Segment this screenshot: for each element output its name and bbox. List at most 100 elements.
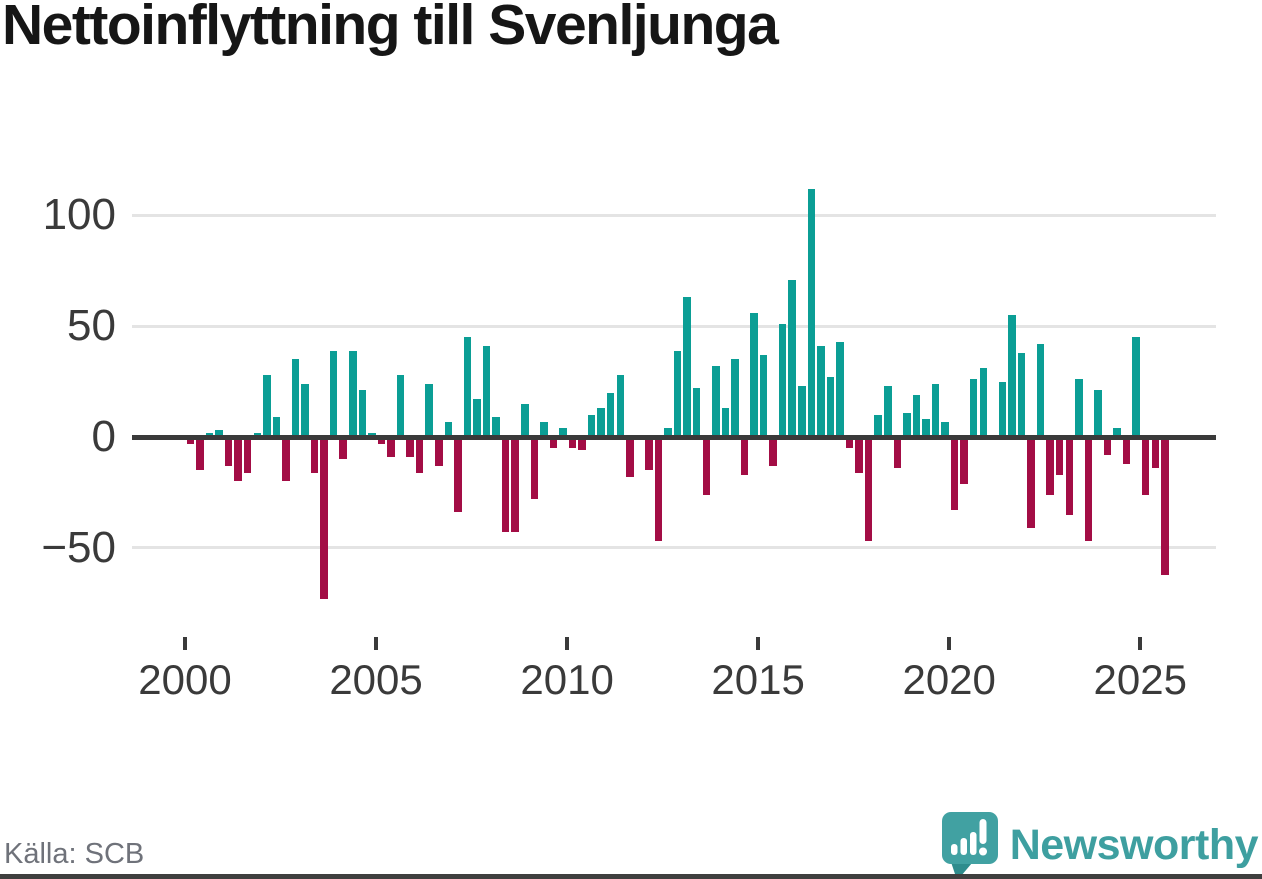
- y-tick-label: 0: [91, 412, 116, 461]
- bar-negative: [549, 437, 558, 449]
- bar-positive: [358, 390, 367, 437]
- bar-negative: [1046, 437, 1054, 495]
- bar-positive: [922, 419, 930, 437]
- bar-positive: [759, 355, 768, 437]
- gridline: [132, 324, 1216, 328]
- bar-negative: [1055, 437, 1064, 475]
- bar-positive: [664, 428, 672, 437]
- x-tick-mark: [947, 637, 952, 650]
- bar-positive: [559, 428, 567, 437]
- bar-positive: [301, 383, 309, 437]
- bar-positive: [1008, 315, 1016, 437]
- bar-negative: [387, 437, 395, 457]
- bar-negative: [1141, 437, 1150, 495]
- bar-positive: [473, 399, 481, 437]
- newsworthy-brand: Newsworthy: [941, 812, 1259, 878]
- bar-negative: [1065, 437, 1074, 515]
- bar-positive: [616, 374, 625, 437]
- bar-positive: [817, 346, 825, 437]
- bar-positive: [874, 414, 882, 437]
- bar-negative: [406, 437, 414, 457]
- source-label: Källa: SCB: [4, 838, 145, 870]
- x-tick-label: 2020: [902, 656, 996, 703]
- x-tick-mark: [374, 637, 379, 650]
- bar-positive: [912, 394, 921, 437]
- bar-negative: [377, 437, 386, 444]
- bar-negative: [511, 437, 519, 533]
- zero-axis-line: [132, 434, 1216, 440]
- bar-positive: [396, 374, 405, 437]
- bar-positive: [263, 374, 271, 437]
- x-tick-label: 2000: [138, 656, 232, 703]
- bar-positive: [998, 381, 1007, 437]
- bar-positive: [979, 368, 988, 437]
- bar-negative: [654, 437, 663, 542]
- bar-negative: [864, 437, 873, 542]
- bar-positive: [215, 430, 223, 437]
- chart-title: Nettoinflyttning till Svenljunga: [2, 0, 779, 57]
- bar-positive: [521, 403, 529, 437]
- bar-positive: [807, 188, 816, 437]
- bar-positive: [931, 383, 940, 437]
- bar-negative: [435, 437, 443, 466]
- x-tick-label: 2015: [711, 656, 805, 703]
- bar-positive: [1075, 379, 1083, 437]
- bar-negative: [310, 437, 319, 473]
- bar-negative: [578, 437, 586, 451]
- bar-negative: [845, 437, 854, 449]
- bar-positive: [1113, 428, 1121, 437]
- x-tick-label: 2005: [329, 656, 423, 703]
- y-tick-label: −50: [41, 522, 116, 572]
- bar-negative: [339, 437, 347, 460]
- bar-positive: [969, 379, 978, 437]
- bar-negative: [855, 437, 863, 473]
- bar-negative: [740, 437, 749, 475]
- bar-positive: [349, 350, 357, 437]
- bar-negative: [702, 437, 711, 495]
- bar-positive: [778, 323, 787, 437]
- bar-negative: [568, 437, 577, 449]
- bar-positive: [798, 386, 806, 437]
- newsworthy-logo-icon: [941, 812, 998, 878]
- x-tick-mark: [756, 637, 761, 650]
- bar-negative: [224, 437, 233, 466]
- bar-positive: [826, 377, 835, 437]
- bar-positive: [444, 421, 453, 437]
- bar-positive: [673, 350, 682, 437]
- bar-negative: [1103, 437, 1112, 455]
- bar-negative: [1151, 437, 1160, 468]
- bar-negative: [769, 437, 777, 466]
- bar-positive: [272, 417, 281, 437]
- bar-negative: [282, 437, 290, 482]
- bar-negative: [415, 437, 424, 473]
- x-tick-mark: [565, 637, 570, 650]
- bar-negative: [243, 437, 252, 473]
- x-tick-mark: [183, 637, 187, 650]
- bar-positive: [425, 383, 433, 437]
- bar-positive: [1036, 343, 1045, 437]
- bar-negative: [626, 437, 634, 477]
- bar-negative: [186, 437, 195, 444]
- bar-positive: [683, 297, 691, 437]
- bar-positive: [941, 421, 949, 437]
- bar-negative: [1027, 437, 1035, 528]
- bar-positive: [721, 408, 730, 437]
- bar-positive: [692, 388, 701, 437]
- bar-negative: [645, 437, 653, 471]
- bar-positive: [884, 386, 892, 437]
- bar-positive: [1132, 337, 1140, 437]
- bar-negative: [320, 437, 328, 599]
- bar-positive: [587, 414, 596, 437]
- bar-positive: [836, 341, 844, 437]
- bar-negative: [501, 437, 510, 533]
- x-tick-label: 2025: [1093, 656, 1187, 703]
- bar-positive: [1017, 352, 1026, 437]
- bar-positive: [750, 312, 758, 437]
- bar-negative: [196, 437, 204, 471]
- bottom-edge-strip: [0, 874, 1262, 879]
- gridline: [132, 213, 1216, 217]
- y-tick-label: 50: [67, 301, 116, 351]
- bar-positive: [712, 366, 720, 437]
- newsworthy-wordmark: Newsworthy: [1009, 820, 1259, 869]
- bar-positive: [540, 421, 548, 437]
